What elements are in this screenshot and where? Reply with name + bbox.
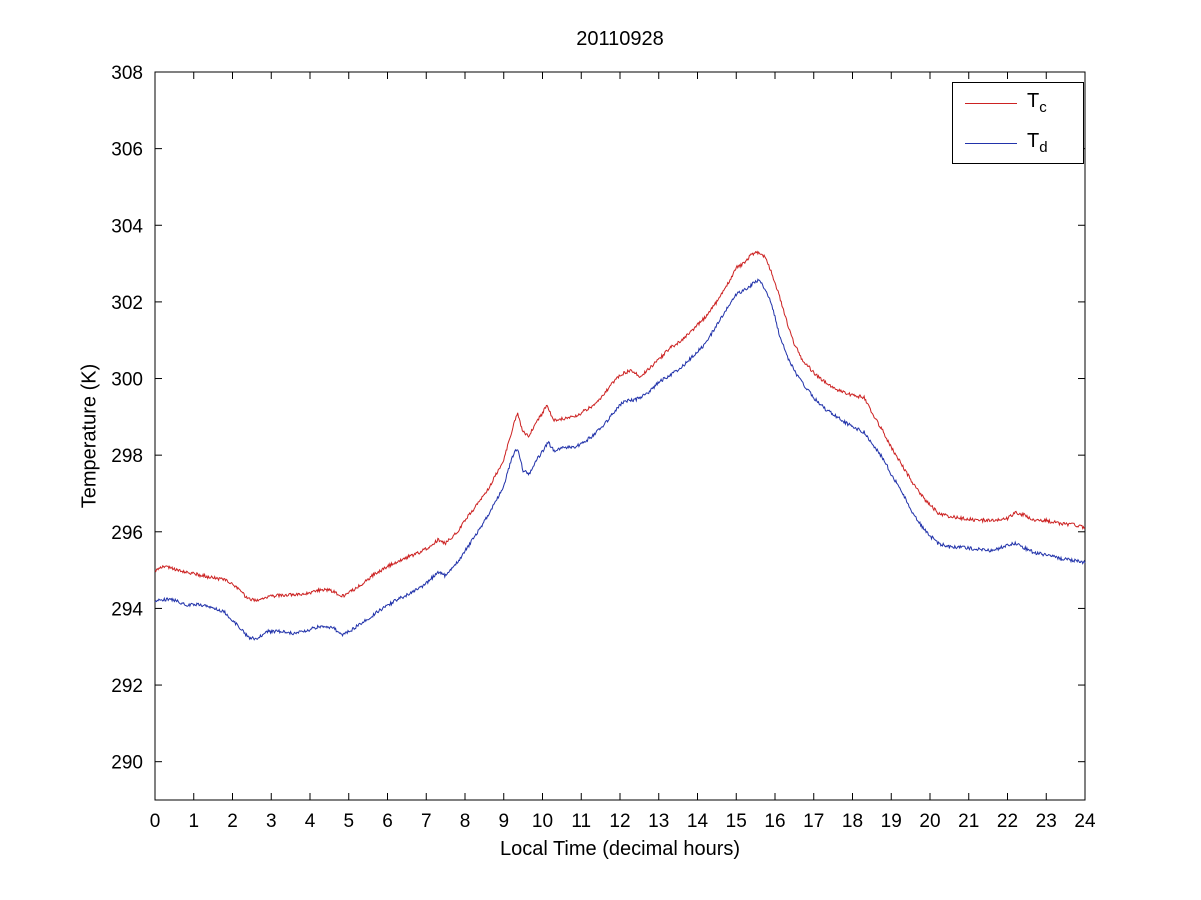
x-tick-label: 6	[382, 811, 393, 832]
chart-title: 20110928	[576, 28, 664, 50]
y-tick-label: 296	[111, 523, 143, 544]
x-tick-label: 7	[421, 811, 432, 832]
legend-entry-td: Td	[953, 124, 1083, 162]
x-tick-label: 5	[343, 811, 354, 832]
legend-entry-tc: Tc	[953, 84, 1083, 122]
series-line-t-d	[154, 278, 1086, 641]
legend-line-tc	[965, 102, 1017, 104]
y-tick-label: 294	[111, 599, 143, 620]
series-line-t-c	[154, 250, 1086, 603]
y-tick-label: 306	[111, 140, 143, 161]
x-tick-label: 15	[726, 811, 747, 832]
axis-box	[154, 71, 1086, 801]
legend-label-tc: Tc	[1027, 90, 1047, 116]
x-tick-label: 3	[266, 811, 277, 832]
legend-line-td	[965, 142, 1017, 144]
x-axis-label: Local Time (decimal hours)	[499, 838, 741, 860]
x-tick-label: 13	[648, 811, 669, 832]
x-tick-label: 24	[1074, 811, 1096, 832]
x-tick-label: 21	[958, 811, 979, 832]
x-tick-label: 1	[188, 811, 199, 832]
y-tick-label: 290	[111, 753, 143, 774]
x-tick-label: 14	[687, 811, 709, 832]
x-tick-label: 9	[498, 811, 509, 832]
y-tick-label: 308	[111, 63, 143, 84]
legend: Tc Td	[952, 82, 1084, 164]
x-tick-label: 10	[532, 811, 553, 832]
y-axis-label: Temperature (K)	[78, 363, 101, 509]
x-tick-label: 0	[150, 811, 161, 832]
y-tick-label: 304	[111, 216, 143, 237]
legend-label-td: Td	[1027, 130, 1048, 156]
y-tick-label: 298	[111, 446, 143, 467]
y-tick-label: 292	[111, 676, 143, 697]
x-tick-label: 11	[571, 811, 591, 832]
x-tick-label: 12	[609, 811, 630, 832]
x-tick-label: 20	[919, 811, 940, 832]
y-tick-label: 302	[111, 293, 143, 314]
x-tick-label: 8	[460, 811, 471, 832]
x-tick-label: 22	[997, 811, 1018, 832]
x-tick-label: 18	[842, 811, 863, 832]
x-tick-label: 4	[305, 811, 316, 832]
x-tick-label: 17	[803, 811, 824, 832]
x-tick-label: 2	[227, 811, 238, 832]
x-tick-label: 23	[1036, 811, 1057, 832]
x-tick-label: 19	[881, 811, 902, 832]
y-tick-label: 300	[111, 370, 143, 391]
x-tick-label: 16	[764, 811, 785, 832]
